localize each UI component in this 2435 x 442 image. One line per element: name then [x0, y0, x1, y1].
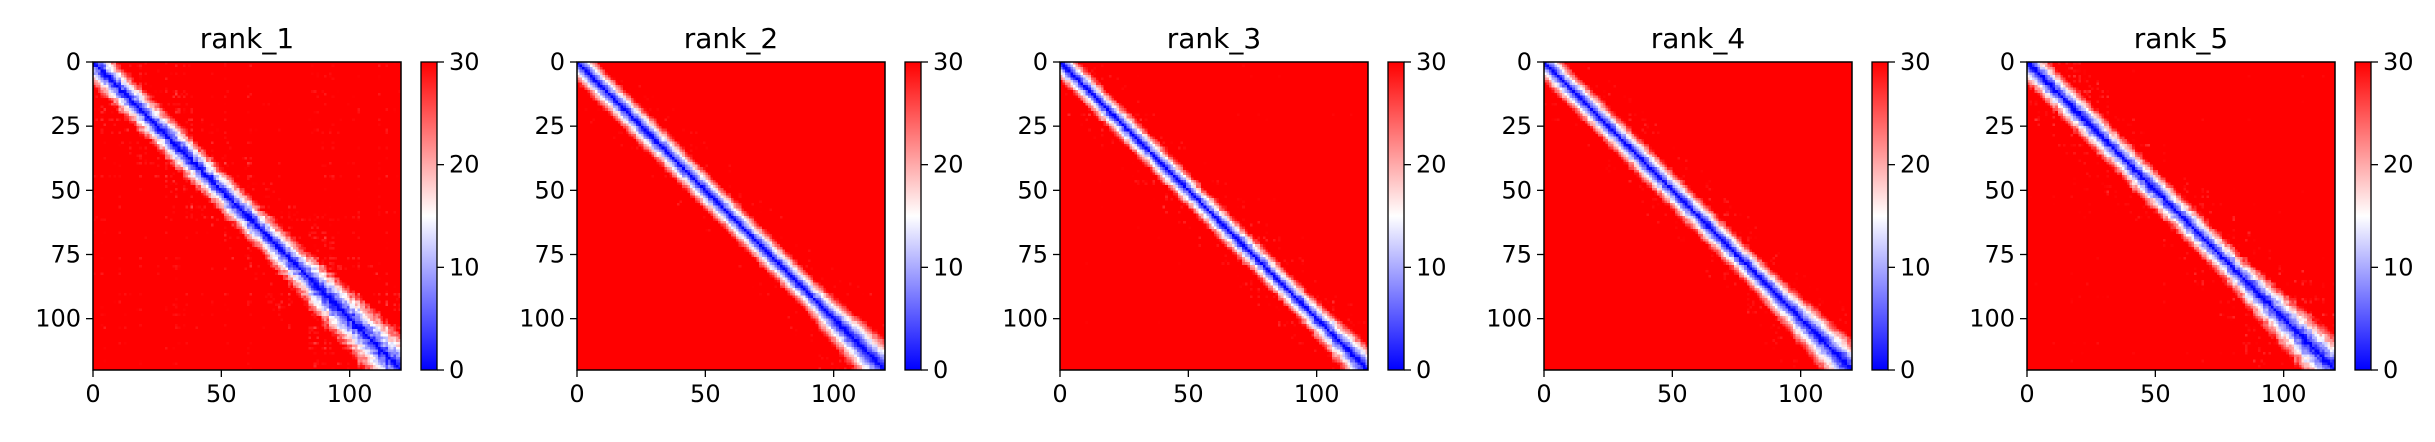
y-tick-label: 25 [1501, 112, 1532, 140]
colorbar-tick-label: 20 [449, 151, 480, 179]
y-tick-label: 50 [534, 176, 565, 204]
y-tick-label: 0 [1033, 48, 1048, 76]
axes-frame [92, 61, 402, 371]
y-tick-label: 100 [1969, 305, 2015, 333]
y-tick-label: 100 [1486, 305, 1532, 333]
heatmap-image [2027, 62, 2335, 370]
x-tick-label: 50 [206, 380, 237, 408]
y-tick-label: 0 [66, 48, 81, 76]
x-tick-label: 100 [327, 380, 373, 408]
colorbar-tick-label: 10 [1416, 253, 1447, 281]
colorbar-tick-label: 20 [2383, 151, 2414, 179]
x-tick-label: 50 [1657, 380, 1688, 408]
y-tick-label: 75 [50, 241, 81, 269]
colorbar-tick-label: 10 [1900, 253, 1931, 281]
colorbar-tick-label: 30 [933, 48, 964, 76]
heatmap-image [577, 62, 885, 370]
axes-frame [2026, 61, 2336, 371]
axes-frame [1543, 61, 1853, 371]
y-tick-label: 25 [1017, 112, 1048, 140]
y-tick-label: 0 [550, 48, 565, 76]
chart-title: rank_3 [1167, 22, 1261, 55]
x-tick-label: 0 [1536, 380, 1551, 408]
colorbar-tick-label: 30 [1416, 48, 1447, 76]
x-tick-label: 100 [811, 380, 857, 408]
y-tick-label: 0 [2000, 48, 2015, 76]
colorbar-tick-label: 20 [933, 151, 964, 179]
y-tick-label: 100 [1002, 305, 1048, 333]
axes-frame [576, 61, 886, 371]
y-tick-label: 75 [1501, 241, 1532, 269]
chart-title: rank_4 [1651, 22, 1745, 55]
axes-frame [1059, 61, 1369, 371]
colorbar-tick-label: 30 [2383, 48, 2414, 76]
colorbar [420, 61, 438, 371]
colorbar [1387, 61, 1405, 371]
heatmap-panel-3: rank_3 0 50 100 0 25 50 75 100 0 10 20 30 [1002, 22, 1446, 408]
heatmap-image [1544, 62, 1852, 370]
x-tick-label: 100 [2261, 380, 2307, 408]
x-tick-label: 100 [1294, 380, 1340, 408]
colorbar-tick-label: 10 [2383, 253, 2414, 281]
y-tick-label: 50 [1017, 176, 1048, 204]
x-tick-label: 0 [2019, 380, 2034, 408]
y-tick-label: 75 [1984, 241, 2015, 269]
colorbar-tick-label: 10 [933, 253, 964, 281]
x-tick-label: 50 [690, 380, 721, 408]
x-tick-label: 0 [1052, 380, 1067, 408]
colorbar [2354, 61, 2372, 371]
y-tick-label: 75 [534, 241, 565, 269]
x-tick-label: 100 [1778, 380, 1824, 408]
colorbar-tick-label: 10 [449, 253, 480, 281]
y-tick-label: 25 [534, 112, 565, 140]
y-tick-label: 50 [1984, 176, 2015, 204]
colorbar-tick-label: 0 [1900, 356, 1915, 384]
heatmap-panel-5: rank_5 0 50 100 0 25 50 75 100 0 10 20 30 [1969, 22, 2413, 408]
heatmap-image [93, 62, 401, 370]
x-tick-label: 50 [2140, 380, 2171, 408]
colorbar-tick-label: 0 [933, 356, 948, 384]
y-tick-label: 25 [50, 112, 81, 140]
y-tick-label: 100 [35, 305, 81, 333]
y-tick-label: 50 [50, 176, 81, 204]
y-tick-label: 75 [1017, 241, 1048, 269]
colorbar-tick-label: 20 [1900, 151, 1931, 179]
colorbar [1871, 61, 1889, 371]
heatmap-panel-4: rank_4 0 50 100 0 25 50 75 100 0 10 20 30 [1486, 22, 1930, 408]
heatmap-image [1060, 62, 1368, 370]
x-tick-label: 0 [85, 380, 100, 408]
colorbar-tick-label: 0 [449, 356, 464, 384]
colorbar-tick-label: 30 [449, 48, 480, 76]
heatmap-panel-2: rank_2 0 50 100 0 25 50 75 100 0 10 20 30 [519, 22, 963, 408]
colorbar-tick-label: 20 [1416, 151, 1447, 179]
y-tick-label: 0 [1517, 48, 1532, 76]
heatmap-panel-1: rank_1 0 50 100 0 25 50 75 100 0 10 20 30 [35, 22, 479, 408]
colorbar-tick-label: 0 [2383, 356, 2398, 384]
chart-title: rank_1 [200, 22, 294, 55]
y-tick-label: 25 [1984, 112, 2015, 140]
y-tick-label: 50 [1501, 176, 1532, 204]
y-tick-label: 100 [519, 305, 565, 333]
colorbar [904, 61, 922, 371]
colorbar-tick-label: 0 [1416, 356, 1431, 384]
x-tick-label: 0 [569, 380, 584, 408]
colorbar-tick-label: 30 [1900, 48, 1931, 76]
chart-title: rank_5 [2134, 22, 2228, 55]
x-tick-label: 50 [1173, 380, 1204, 408]
chart-title: rank_2 [684, 22, 778, 55]
